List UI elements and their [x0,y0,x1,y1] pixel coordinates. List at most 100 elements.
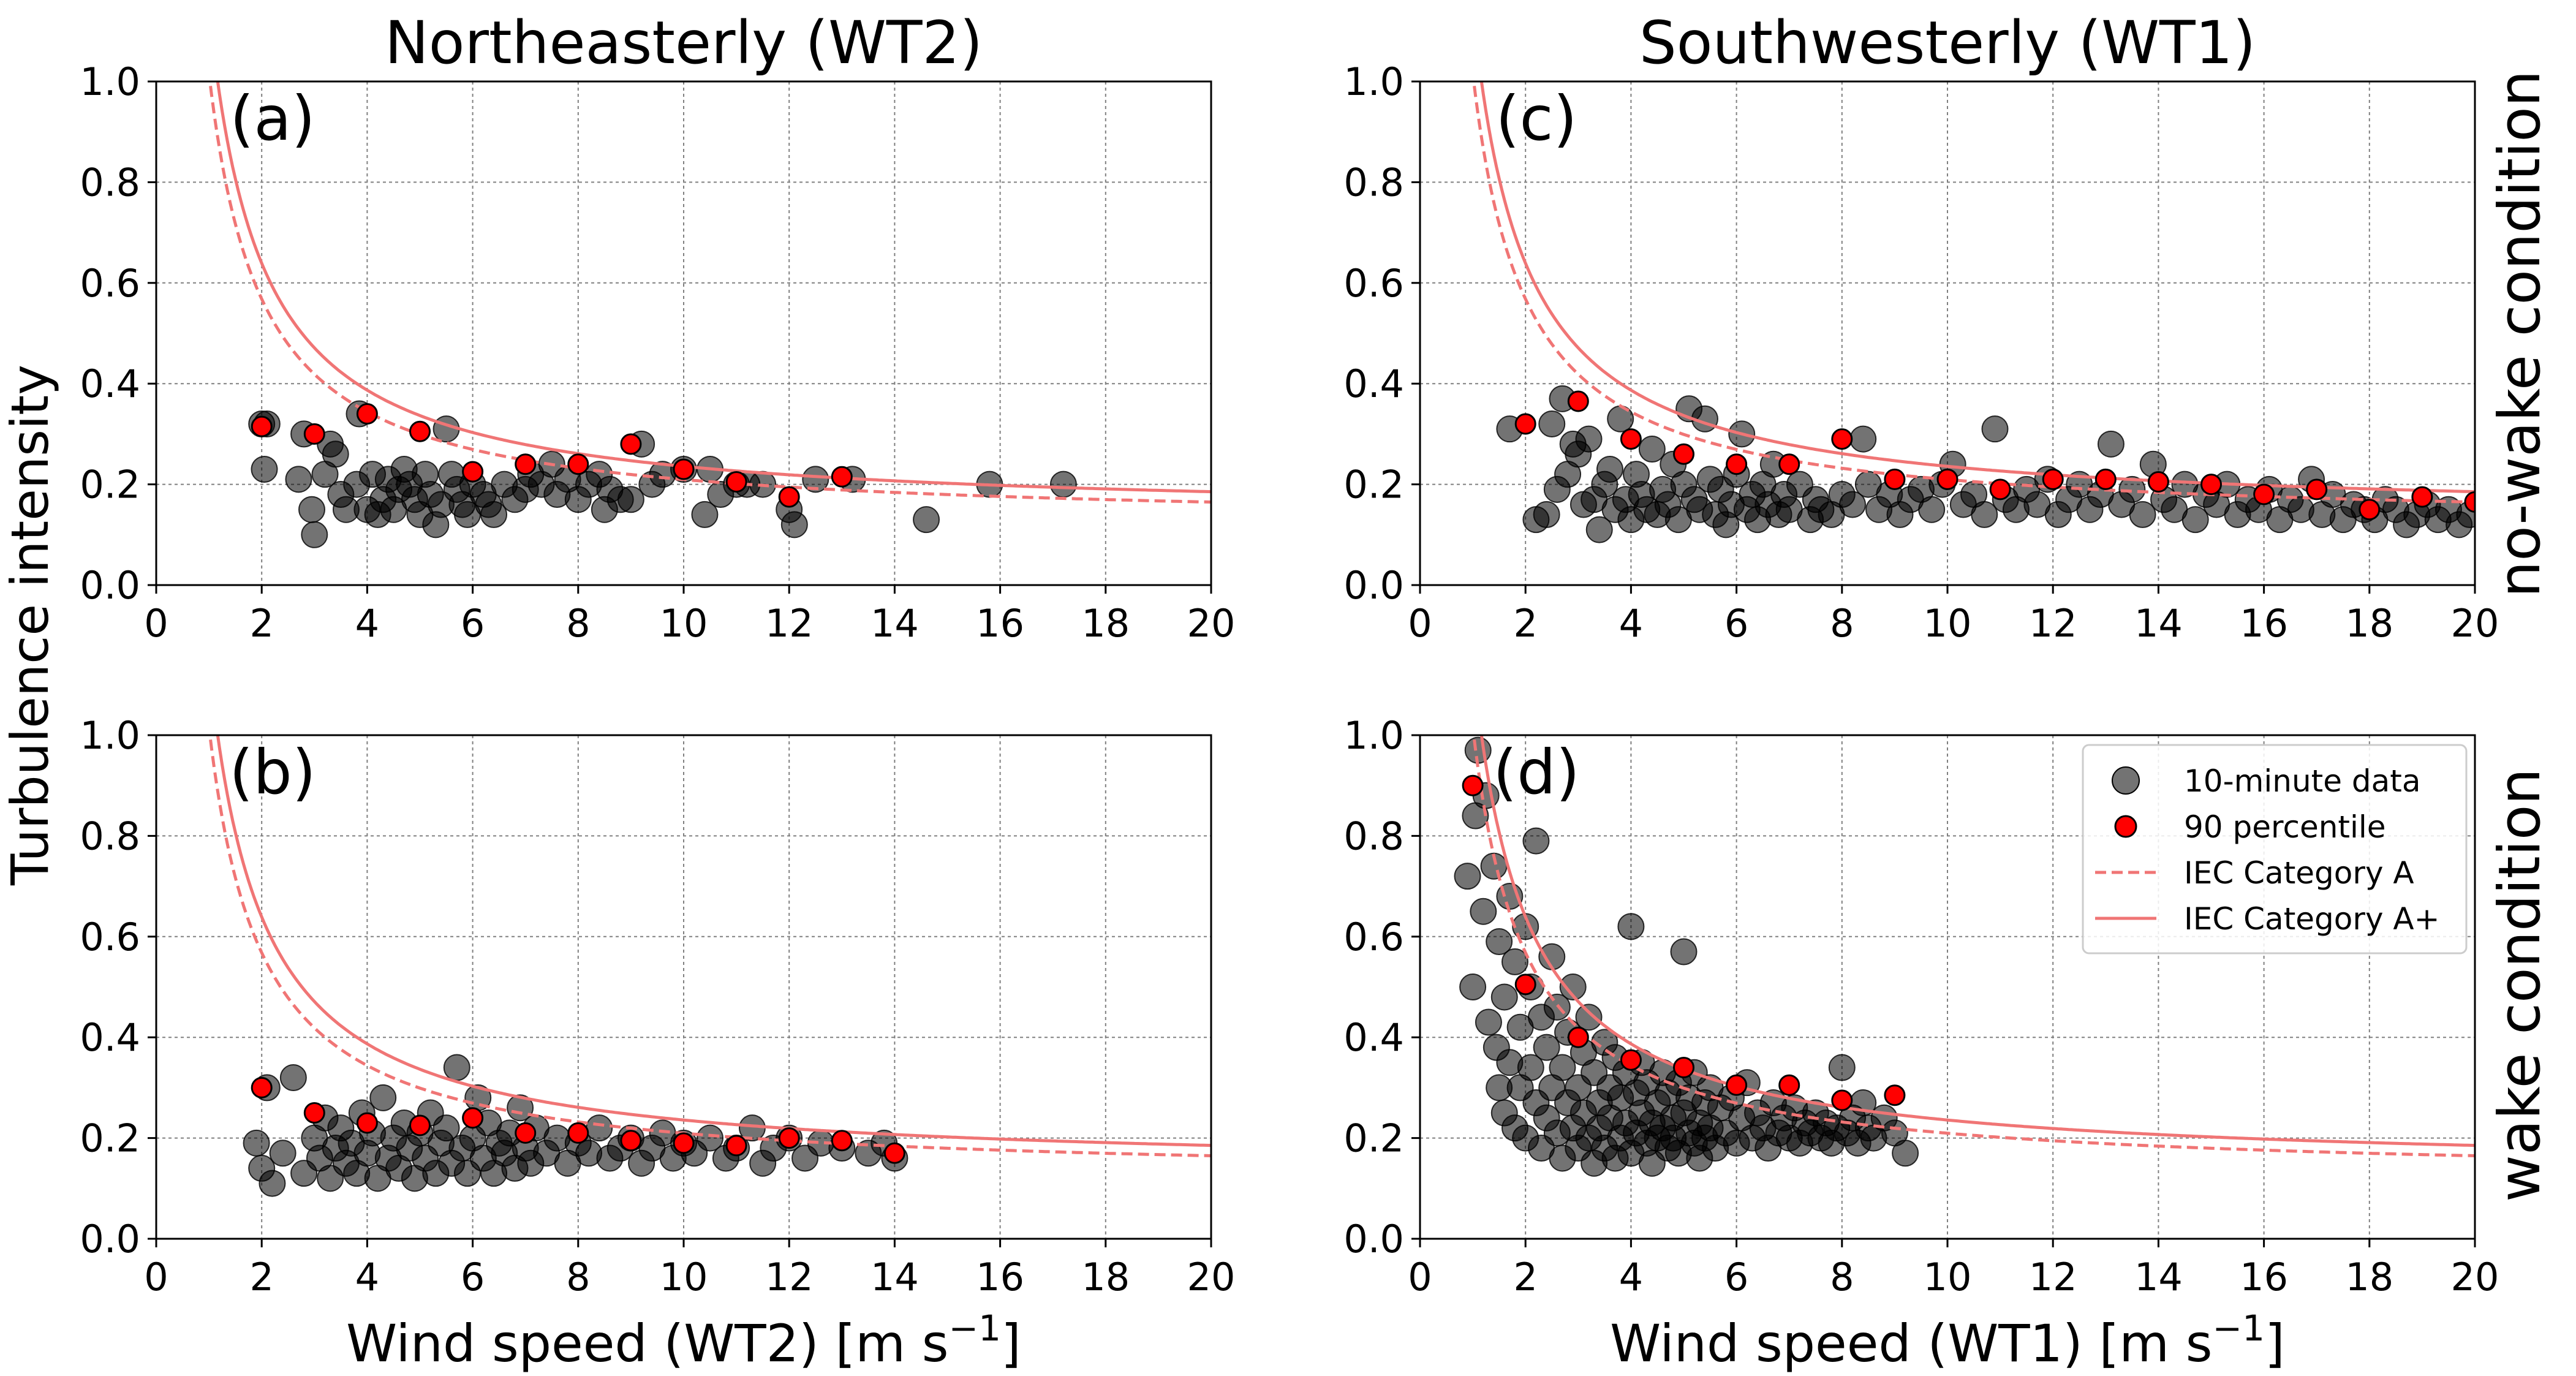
percentile-point [303,423,325,445]
plot-area [1454,735,2475,1177]
x-tick-label: 16 [976,1255,1024,1299]
percentile-point [356,403,378,425]
percentile-point [2094,468,2117,490]
x-tick-label: 6 [461,601,485,646]
data-point [2129,501,2156,528]
data-point [1607,405,1634,433]
x-tick-label: 12 [765,601,814,646]
percentile-point [1726,453,1748,475]
x-tick-label: 8 [566,1255,590,1299]
percentile-point [2042,468,2064,490]
y-tick-label: 1.0 [1343,59,1404,104]
x-tick-label: 20 [1187,601,1236,646]
x-tick-label: 10 [660,1255,708,1299]
data-point [1981,415,2009,443]
x-tick-label: 2 [1513,601,1537,646]
x-axis-label-bracket: ] [1001,1314,1021,1374]
data-point [480,501,508,528]
percentile-point [1778,1074,1800,1096]
x-tick-label: 12 [765,1255,814,1299]
data-point [1501,948,1528,975]
percentile-point [1884,468,1906,490]
y-tick-label: 0.2 [80,1116,140,1161]
percentile-point [1462,774,1484,796]
percentile-point [1514,973,1536,996]
panel-label: (c) [1495,83,1577,154]
data-point [697,1124,724,1152]
y-tick-label: 0.6 [80,261,140,306]
x-tick-label: 18 [1081,601,1130,646]
data-point [1490,983,1518,1011]
percentile-point [251,415,273,437]
panel-title: Northeasterly (WT2) [385,9,983,77]
legend-marker-scatter [2112,766,2140,795]
data-point [1459,973,1487,1000]
x-tick-label: 2 [249,601,273,646]
x-axis-label-exponent: −1 [949,1307,1002,1349]
data-point [369,1084,397,1111]
x-axis-label: Wind speed (WT1) [m s−1] [1610,1307,2285,1374]
x-axis-label-bracket: ] [2265,1314,2285,1374]
panel-label: (d) [1493,736,1580,808]
percentile-point [1567,1026,1589,1048]
data-point [1538,410,1566,437]
data-point [279,1064,307,1091]
data-point [1828,1054,1856,1081]
percentile-point [1936,468,1958,490]
percentile-point [620,433,642,455]
x-tick-label: 8 [566,601,590,646]
row-label-wake: wake condition [2487,768,2553,1202]
y-tick-label: 1.0 [1343,713,1404,758]
x-tick-label: 8 [1830,1255,1854,1299]
legend-label: IEC Category A [2184,855,2414,891]
data-point [1575,1004,1603,1031]
x-tick-label: 20 [2451,1255,2499,1299]
y-tick-label: 0.8 [1343,814,1404,858]
percentile-point [2359,499,2381,521]
x-tick-label: 10 [1924,601,1972,646]
legend-box [2082,744,2468,955]
y-tick-label: 0.0 [80,1217,140,1261]
panel-d: 0 2 4 6 8 10 12 14 16 18 20 0.0 0.2 0.4 0.6 0.8 1.0 (d) Wi… [1343,713,2499,1374]
iec-category-a-line [208,735,1211,1157]
percentile-point [515,1122,537,1144]
x-tick-label: 4 [1619,1255,1643,1299]
y-tick-label: 0.8 [80,160,140,205]
data-point [322,440,349,468]
x-tick-label: 10 [1924,1255,1972,1299]
shared-y-axis-label: Turbulence intensity [0,365,60,886]
data-point [1549,1054,1576,1081]
data-point [1486,928,1513,956]
percentile-point [831,1130,853,1152]
legend-label: 90 percentile [2184,809,2386,845]
data-point [1522,827,1550,855]
iec-category-a-plus-line [216,81,1211,494]
x-tick-label: 8 [1830,601,1854,646]
x-tick-label: 14 [871,1255,919,1299]
y-tick-label: 1.0 [80,59,140,104]
percentile-point [1673,443,1694,465]
panels-group: 0 2 4 6 8 10 12 14 16 18 200.00.20.40.60.81.0(a)No… [80,9,2499,1374]
x-axis-label: Wind speed (WT2) [m s−1] [346,1307,1021,1374]
percentile-point [1514,413,1536,435]
data-point [1596,455,1623,483]
percentile-point [303,1102,325,1124]
percentile-point [1726,1074,1748,1096]
panel-title: Southwesterly (WT1) [1639,9,2256,77]
x-tick-label: 20 [2451,601,2499,646]
legend-label: 10-minute data [2184,763,2421,799]
percentile-point [1620,1049,1642,1071]
iec-category-a-line [1472,81,2475,504]
x-tick-label: 18 [2345,601,2393,646]
x-tick-label: 4 [1619,601,1643,646]
percentile-point [2464,491,2475,513]
data-point [1617,913,1645,940]
y-tick-label: 0.6 [1343,261,1404,306]
data-point [2097,430,2125,458]
plot-area [208,81,1211,548]
percentile-point [673,458,695,480]
y-tick-label: 0.0 [1343,563,1404,608]
data-point [1575,425,1603,453]
panel-a: 0 2 4 6 8 10 12 14 16 18 20 0.0 0.2 0.4 0.6 0.8 1.0 (a) No… [80,9,1236,646]
y-tick-label: 0.8 [1343,160,1404,205]
